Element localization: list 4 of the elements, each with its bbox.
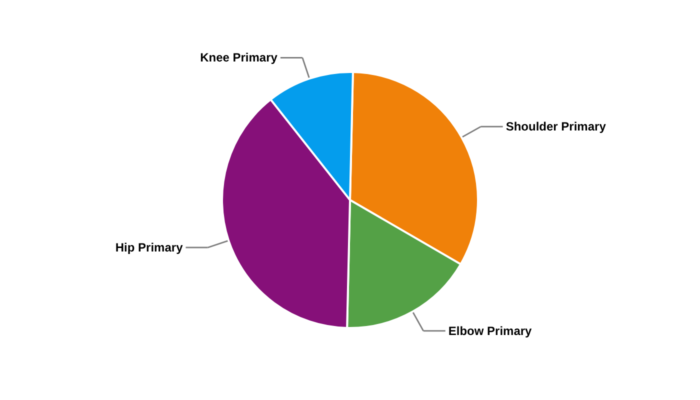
slice-label: Elbow Primary: [448, 324, 532, 338]
slice-label: Knee Primary: [200, 50, 278, 65]
slice-label: Shoulder Primary: [506, 120, 606, 134]
slice-label: Hip Primary: [115, 240, 184, 255]
